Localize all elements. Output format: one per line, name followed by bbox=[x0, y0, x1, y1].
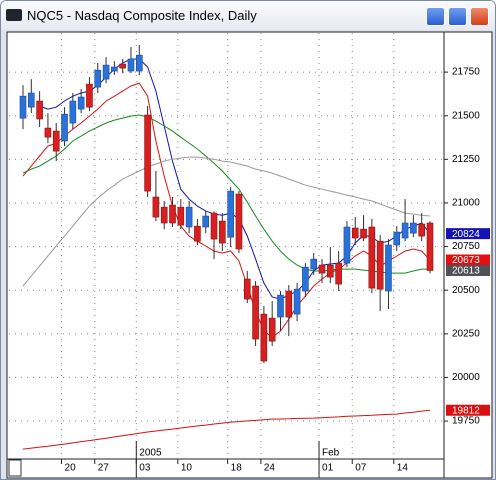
last-value-tag-box bbox=[446, 404, 490, 416]
candle-body bbox=[335, 262, 342, 285]
candle-body bbox=[243, 278, 251, 300]
candle-body bbox=[235, 193, 243, 250]
candle-body bbox=[227, 190, 234, 238]
candle-body bbox=[368, 226, 376, 289]
y-tick-label: 19750 bbox=[452, 416, 480, 427]
candle-body bbox=[401, 222, 409, 239]
last-value-tag: 20673 bbox=[452, 255, 480, 266]
candle-body bbox=[177, 206, 185, 226]
candle-body bbox=[376, 240, 384, 290]
x-tick-label: 07 bbox=[355, 463, 367, 474]
candle-body bbox=[293, 288, 301, 315]
period-label: 2005 bbox=[139, 448, 162, 459]
x-tick-label: 01 bbox=[322, 463, 334, 474]
x-tick-label: 24 bbox=[264, 463, 276, 474]
indicator-line bbox=[22, 82, 431, 338]
last-value-tag: 19812 bbox=[452, 405, 480, 416]
candle-body bbox=[385, 244, 392, 292]
candle-body bbox=[119, 63, 126, 69]
maximize-button[interactable] bbox=[448, 7, 467, 26]
x-tick-label: 20 bbox=[65, 463, 77, 474]
y-tick-label: 20250 bbox=[452, 328, 480, 339]
app-icon bbox=[6, 9, 22, 21]
x-tick-label: 03 bbox=[139, 463, 151, 474]
last-price-tag: 20613 bbox=[452, 266, 480, 277]
candle-body bbox=[160, 206, 168, 224]
candle-body bbox=[327, 264, 334, 278]
candle-body bbox=[52, 130, 60, 152]
candle-body bbox=[135, 54, 143, 72]
y-tick-label: 20500 bbox=[452, 285, 480, 296]
corner-box[interactable] bbox=[8, 459, 22, 477]
y-tick-label: 20750 bbox=[452, 241, 480, 252]
indicator-line bbox=[22, 409, 431, 450]
candle-body bbox=[61, 113, 68, 142]
candle-body bbox=[302, 266, 309, 292]
candle-body bbox=[360, 228, 367, 239]
candle-body bbox=[268, 317, 276, 342]
candle-body bbox=[28, 92, 35, 108]
last-price-tag-box bbox=[446, 264, 490, 276]
y-tick-label: 21250 bbox=[452, 154, 480, 165]
candle-body bbox=[426, 222, 434, 271]
indicator-line bbox=[22, 156, 431, 287]
period-label: Feb bbox=[322, 448, 340, 459]
candle-body bbox=[19, 95, 27, 119]
candle-body bbox=[169, 204, 176, 224]
candle-body bbox=[185, 206, 193, 228]
candle-body bbox=[285, 290, 293, 318]
last-value-tag-box bbox=[446, 228, 490, 240]
last-value-tag-box bbox=[446, 254, 490, 266]
candle-body bbox=[152, 196, 160, 218]
candle-body bbox=[310, 258, 318, 270]
close-button[interactable] bbox=[470, 7, 489, 26]
candle-body bbox=[94, 69, 102, 88]
x-tick-label: 14 bbox=[397, 463, 409, 474]
candle-body bbox=[393, 231, 401, 246]
candle-body bbox=[318, 264, 326, 274]
candle-body bbox=[69, 100, 77, 124]
candle-body bbox=[202, 215, 210, 228]
candle-body bbox=[86, 83, 93, 108]
candle-body bbox=[351, 227, 359, 239]
candle-body bbox=[77, 96, 85, 110]
x-tick-label: 27 bbox=[98, 463, 110, 474]
candle-body bbox=[252, 285, 259, 340]
x-tick-label: 10 bbox=[181, 463, 193, 474]
y-tick-label: 21750 bbox=[452, 67, 480, 78]
y-tick-label: 21000 bbox=[452, 198, 480, 209]
candle-body bbox=[210, 212, 218, 240]
minimize-button[interactable] bbox=[426, 7, 445, 26]
x-tick-label: 18 bbox=[231, 463, 243, 474]
candle-body bbox=[343, 226, 351, 264]
y-tick-label: 20000 bbox=[452, 372, 480, 383]
candle-body bbox=[127, 58, 135, 72]
candle-body bbox=[410, 222, 417, 234]
window-title: NQC5 - Nasdaq Composite Index, Daily bbox=[27, 8, 257, 23]
candle-body bbox=[260, 313, 268, 362]
candle-body bbox=[102, 64, 110, 80]
candle-body bbox=[36, 100, 43, 120]
candle-body bbox=[111, 66, 118, 72]
candle-body bbox=[194, 225, 201, 242]
candle-body bbox=[44, 127, 52, 138]
candle-body bbox=[277, 294, 284, 318]
candle-body bbox=[144, 114, 151, 192]
y-tick-label: 21500 bbox=[452, 110, 480, 121]
indicator-line bbox=[22, 114, 430, 274]
title-bar: NQC5 - Nasdaq Composite Index, Daily bbox=[1, 1, 495, 30]
last-value-tag: 20824 bbox=[452, 229, 480, 240]
candle-body bbox=[219, 220, 226, 244]
candle-body bbox=[418, 223, 425, 237]
